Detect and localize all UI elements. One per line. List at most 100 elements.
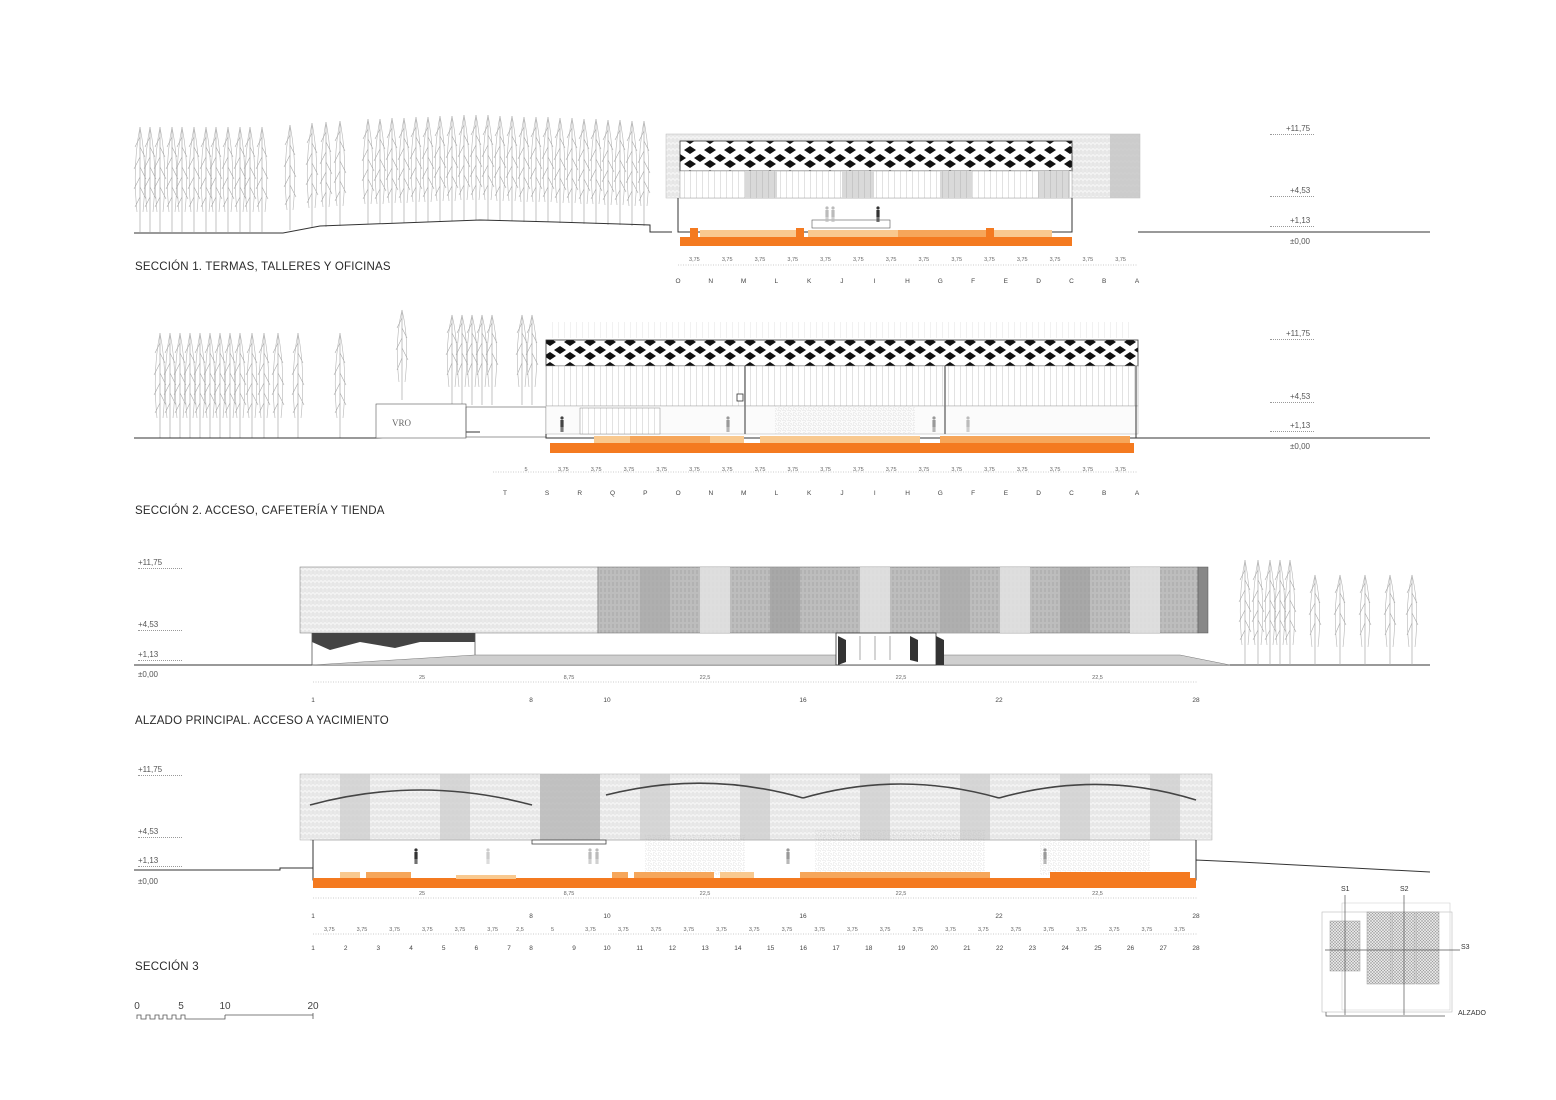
axis-label: I [873,490,876,497]
dimension-label: 3,75 [618,927,629,933]
axis-label: 8 [529,913,533,920]
axis-label: 1 [311,697,315,704]
scale-bar-graphic [136,1013,314,1020]
axis-label: 21 [963,945,971,952]
axis-label: B [1102,278,1107,285]
dimension-label: 22,5 [895,675,907,681]
axis-label: 20 [930,945,938,952]
dimension-label: 3,75 [721,467,733,473]
axis-label: 19 [897,945,906,952]
axis-label: 22 [995,913,1003,920]
dimension-label: 25 [418,891,426,897]
dimension-label: 3,75 [787,257,799,263]
axis-label: O [675,278,681,285]
level-label: +11,75 [1270,124,1314,135]
dimension-label: 3,75 [853,467,864,473]
dimension-label: 22,5 [1092,675,1103,681]
dimension-label: 3,75 [918,467,930,473]
dimension-label: 3,75 [689,257,700,263]
axis-label: D [1036,490,1042,497]
level-label: +4,53 [1270,392,1314,403]
axis-label: G [937,490,943,497]
scale-label: 5 [178,1001,184,1012]
dimension-label: 22,5 [895,891,907,897]
level-label: +4,53 [138,620,182,631]
axis-label: 28 [1192,913,1200,920]
section-3-title: SECCIÓN 3 [135,961,199,973]
dimension-label: 3,75 [754,257,766,263]
dimension-label: 3,75 [356,927,368,933]
dimension-label: 3,75 [421,927,433,933]
dimension-label: 3,75 [650,927,662,933]
axis-label: K [807,490,812,497]
axis-label: 7 [507,945,511,952]
axis-label: 10 [603,913,611,920]
axis-label: 8 [529,945,533,952]
dimension-label: 3,75 [918,257,930,263]
key-plan-graphic [1321,895,1460,1017]
axis-label: C [1069,278,1074,285]
axis-label: 28 [1192,945,1200,952]
scale-label: 0 [134,1001,140,1012]
axis-label: M [740,278,747,285]
dimension-label: 8,75 [563,891,575,897]
axis-label: T [503,490,507,497]
axis-label: 28 [1192,697,1200,704]
level-label: ±0,00 [138,670,158,679]
dimension-label: 3,75 [787,467,799,473]
axis-label: 23 [1028,945,1036,952]
dimension-label: 3,75 [1082,257,1094,263]
dimension-label: 3,75 [558,467,569,473]
axis-label: P [643,490,648,497]
section-3-drawing [134,773,1431,935]
axis-label: Q [610,490,616,497]
axis-label: D [1036,278,1041,285]
dimension-label: 3,75 [1010,927,1022,933]
axis-label: C [1069,490,1074,497]
dimension-label: 3,75 [656,467,668,473]
section-2-title: SECCIÓN 2. ACCESO, CAFETERÍA Y TIENDA [135,505,385,517]
axis-label: 5 [441,945,446,952]
axis-label: J [840,490,844,497]
axis-label: 10 [603,697,611,704]
axis-label: F [971,490,976,497]
axis-label: J [840,278,844,285]
elevation-drawing [134,559,1430,683]
axis-label: 12 [668,945,677,952]
axis-label: M [740,490,747,497]
dimension-label: 3,75 [1049,257,1061,263]
dimension-label: 3,75 [689,467,700,473]
dimension-label: 2,5 [516,927,524,933]
dimension-label: 8,75 [563,675,575,681]
dimension-label: 3,75 [487,927,499,933]
axis-label: 3 [376,945,381,952]
axis-label: 4 [409,945,413,952]
dimension-label: 3,75 [748,927,760,933]
dimension-label: 3,75 [754,467,766,473]
axis-label: 16 [799,913,807,920]
level-label: +1,13 [138,650,182,661]
dimension-label: 3,75 [885,467,897,473]
trees-elevation [1238,559,1419,666]
dimension-label: 3,75 [912,927,924,933]
key-label-s2: S2 [1400,886,1409,893]
dimension-label: 22,5 [1092,891,1103,897]
level-label: +4,53 [1270,186,1314,197]
section-1-title: SECCIÓN 1. TERMAS, TALLERES Y OFICINAS [135,261,391,273]
axis-label: 16 [799,697,807,704]
axis-label: A [1134,278,1140,285]
axis-label: 17 [832,945,840,952]
dimension-label: 5 [524,467,528,473]
axis-label: 25 [1094,945,1102,952]
axis-label: 18 [865,945,873,952]
level-label: +11,75 [138,765,182,776]
dimension-label: 3,75 [1049,467,1061,473]
axis-label: L [774,278,779,285]
dimension-label: 3,75 [1115,467,1126,473]
dimension-label: 3,75 [984,257,995,263]
axis-label: E [1003,490,1009,497]
axis-label: 15 [766,945,775,952]
dimension-label: 3,75 [1115,257,1126,263]
axis-label: 22 [995,697,1003,704]
